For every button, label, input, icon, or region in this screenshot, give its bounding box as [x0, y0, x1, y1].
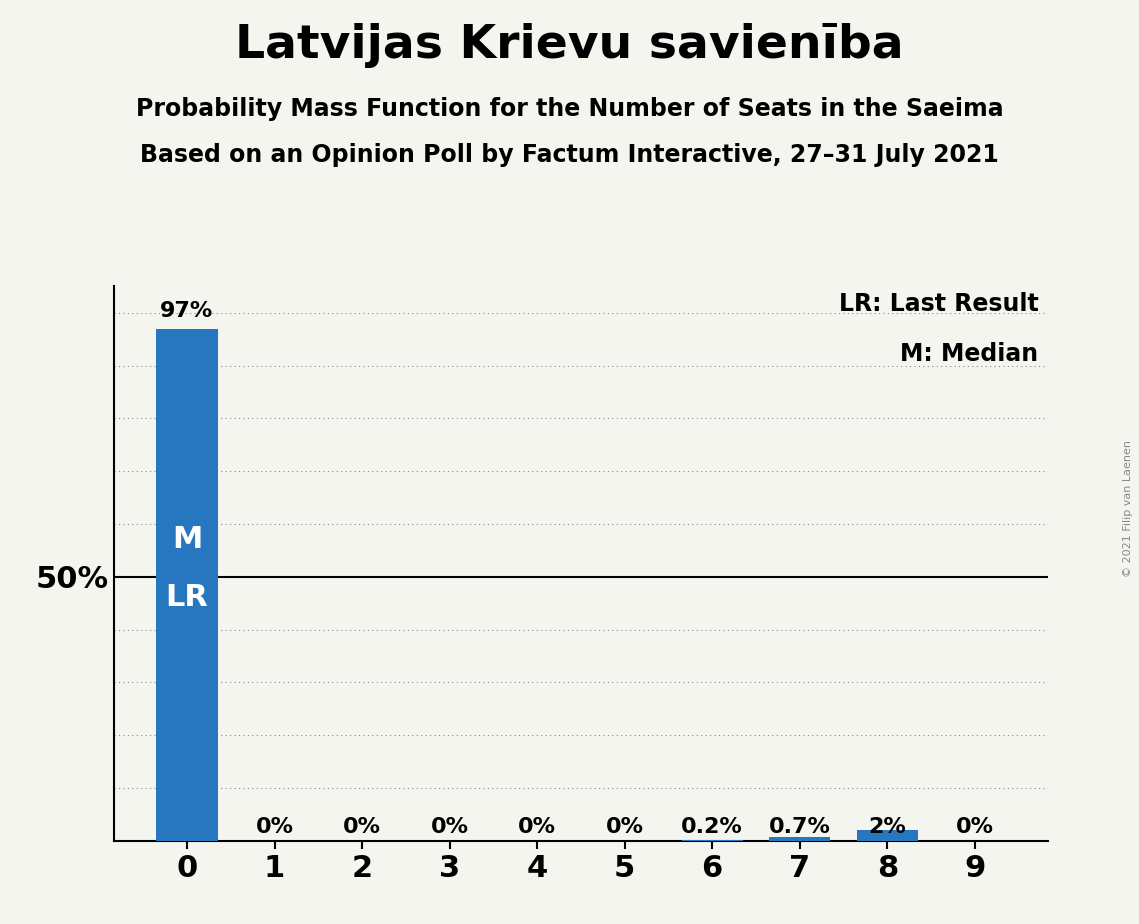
Text: © 2021 Filip van Laenen: © 2021 Filip van Laenen	[1123, 440, 1133, 577]
Text: 0%: 0%	[606, 817, 644, 836]
Text: Probability Mass Function for the Number of Seats in the Saeima: Probability Mass Function for the Number…	[136, 97, 1003, 121]
Text: LR: Last Result: LR: Last Result	[838, 292, 1039, 316]
Text: 0%: 0%	[343, 817, 382, 836]
Text: 0%: 0%	[431, 817, 468, 836]
Text: Based on an Opinion Poll by Factum Interactive, 27–31 July 2021: Based on an Opinion Poll by Factum Inter…	[140, 143, 999, 167]
Text: LR: LR	[165, 583, 208, 613]
Text: 0.7%: 0.7%	[769, 817, 830, 836]
Text: 0.2%: 0.2%	[681, 817, 743, 836]
Text: 2%: 2%	[868, 817, 907, 836]
Text: 0%: 0%	[956, 817, 994, 836]
Text: M: M	[172, 526, 203, 554]
Bar	[156, 329, 218, 841]
Text: Latvijas Krievu savienība: Latvijas Krievu savienība	[235, 23, 904, 68]
Bar	[769, 837, 830, 841]
Text: 97%: 97%	[161, 300, 214, 321]
Bar	[681, 840, 743, 841]
Text: M: Median: M: Median	[901, 342, 1039, 366]
Bar	[857, 831, 918, 841]
Text: 0%: 0%	[255, 817, 294, 836]
Text: 0%: 0%	[518, 817, 556, 836]
